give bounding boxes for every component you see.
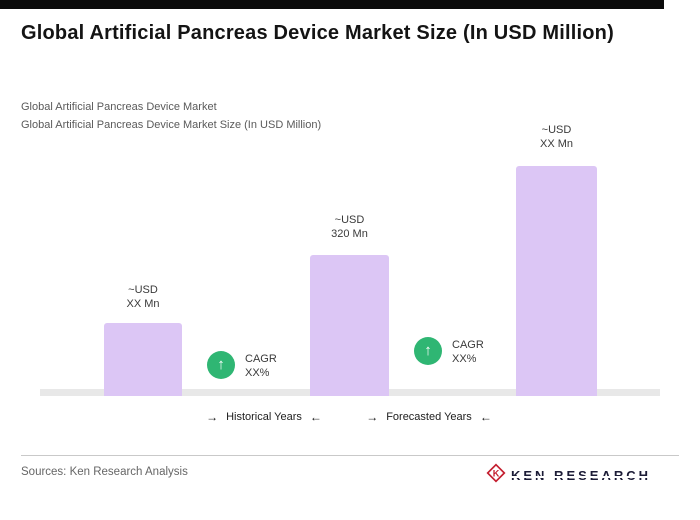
bar-value-label: ~USD 320 Mn	[299, 213, 400, 241]
cagr-annotation: CAGR XX%	[452, 338, 484, 366]
growth-arrow-badge: ↑	[207, 351, 235, 379]
subtitle-line-1: Global Artificial Pancreas Device Market	[21, 101, 217, 113]
bar2-label-line2: 320 Mn	[331, 228, 368, 240]
cagr2-value: XX%	[452, 353, 477, 365]
bar-value-label: ~USD XX Mn	[92, 283, 194, 311]
arrow-right-icon: →	[206, 410, 219, 424]
bar-historical	[104, 323, 182, 396]
ken-research-logo: K KEN RESEARCH	[486, 463, 652, 488]
cagr-annotation: CAGR XX%	[245, 352, 277, 380]
bar-mid	[310, 255, 389, 396]
legend-label: Historical Years	[226, 411, 302, 423]
sources-text: Sources: Ken Research Analysis	[21, 466, 188, 478]
cagr2-label: CAGR	[452, 339, 484, 351]
arrow-left-icon: ←	[479, 410, 492, 424]
cagr1-label: CAGR	[245, 353, 277, 365]
bar-forecast	[516, 166, 597, 396]
bar3-label-line2: XX Mn	[539, 138, 573, 150]
subtitle-line-2: Global Artificial Pancreas Device Market…	[21, 119, 322, 131]
page-title: Global Artificial Pancreas Device Market…	[21, 22, 614, 44]
legend-historical-years: → Historical Years ←	[189, 410, 339, 424]
ken-research-logo-text: KEN RESEARCH	[511, 468, 652, 483]
arrow-up-icon: ↑	[424, 342, 432, 359]
chart-subtitle: Global Artificial Pancreas Device Market…	[21, 98, 321, 134]
arrow-left-icon: ←	[309, 410, 322, 424]
bar3-label-line1: ~USD	[541, 124, 572, 136]
svg-text:K: K	[493, 468, 500, 478]
arrow-right-icon: →	[366, 410, 379, 424]
bar1-label-line2: XX Mn	[126, 298, 160, 310]
bar2-label-line1: ~USD	[334, 214, 365, 226]
bar1-label-line1: ~USD	[128, 284, 158, 296]
footer-divider	[21, 455, 679, 456]
legend-label: Forecasted Years	[386, 411, 472, 423]
ken-research-logo-icon: K	[486, 463, 506, 488]
growth-arrow-badge: ↑	[414, 337, 442, 365]
arrow-up-icon: ↑	[217, 356, 225, 373]
top-accent-bar	[0, 0, 664, 9]
legend-forecasted-years: → Forecasted Years ←	[354, 410, 504, 424]
bar-value-label: ~USD XX Mn	[505, 123, 608, 151]
cagr1-value: XX%	[245, 367, 270, 379]
